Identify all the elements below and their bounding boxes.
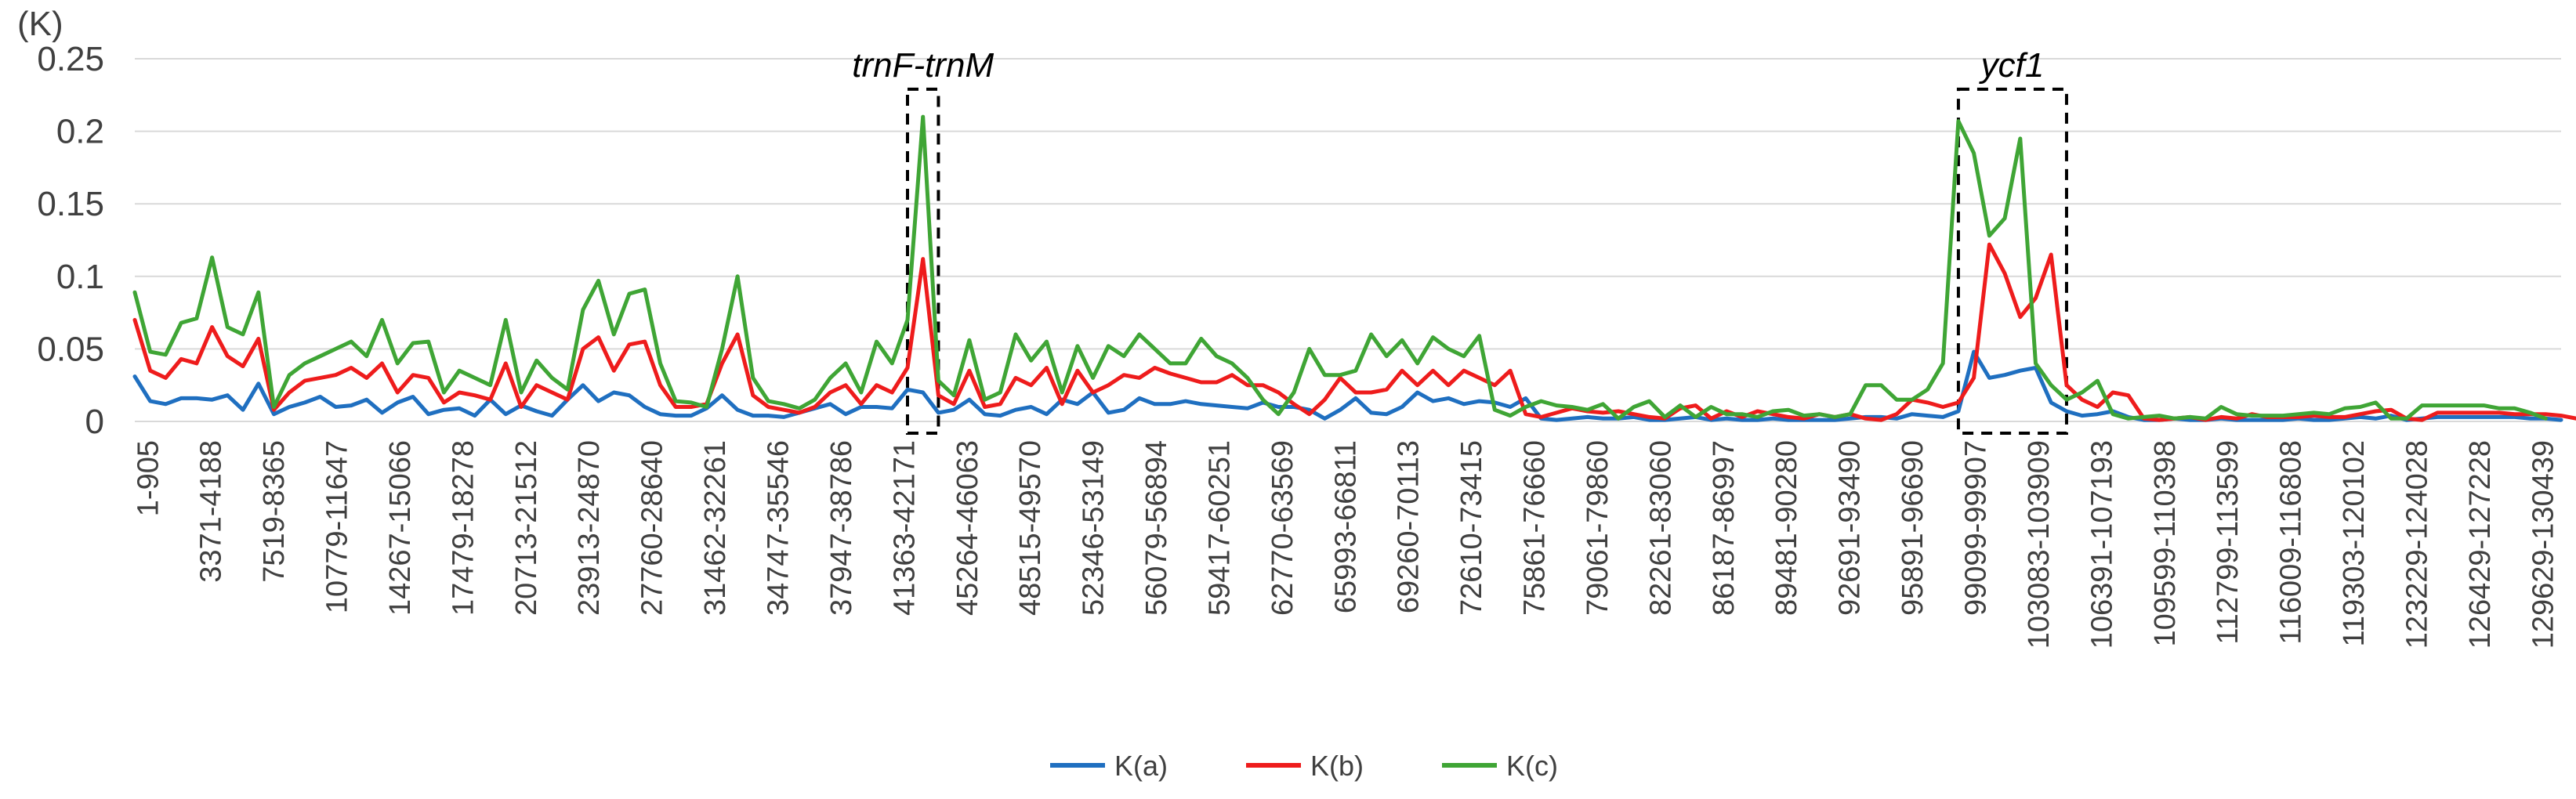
y-tick-label: 0 (85, 403, 104, 441)
x-tick-label: 31462-32261 (699, 440, 732, 616)
x-tick-label: 86187-86997 (1708, 440, 1741, 616)
x-tick-label: 17479-18278 (447, 440, 480, 616)
x-tick-label: 14267-15066 (384, 440, 417, 616)
y-tick-label: 0.2 (56, 113, 104, 151)
x-tick-label: 95891-96690 (1897, 440, 1929, 616)
x-tick-label: 41363-42171 (888, 440, 921, 616)
x-tick-label: 23913-24870 (573, 440, 606, 616)
legend-label: K(a) (1114, 750, 1168, 782)
x-tick-label: 109599-110398 (2149, 440, 2182, 646)
x-tick-label: 3371-4188 (195, 440, 228, 583)
x-tick-label: 112799-113599 (2212, 440, 2244, 645)
x-tick-label: 1-905 (132, 440, 165, 516)
y-tick-label: 0.15 (37, 185, 104, 223)
x-tick-label: 89481-90280 (1770, 440, 1803, 616)
x-tick-label: 75861-76660 (1519, 440, 1552, 616)
x-tick-label: 103083-103909 (2023, 440, 2056, 649)
x-tick-label: 56079-56894 (1140, 440, 1173, 616)
x-tick-label: 72610-73415 (1455, 440, 1488, 616)
x-tick-label: 45264-46063 (951, 440, 984, 616)
x-tick-label: 59417-60251 (1203, 440, 1236, 616)
x-tick-label: 48515-49570 (1014, 440, 1047, 616)
x-tick-label: 99099-99907 (1960, 440, 1993, 616)
x-tick-label: 10779-11647 (321, 440, 354, 613)
x-tick-label: 123229-124028 (2400, 440, 2433, 649)
x-tick-label: 82261-83060 (1644, 440, 1677, 616)
x-tick-label: 7519-8365 (258, 440, 291, 583)
x-tick-label: 119303-120102 (2338, 440, 2371, 646)
y-tick-label: 0.25 (37, 40, 104, 78)
legend: K(a) K(b) K(c) (1050, 750, 1558, 782)
x-tick-label: 62770-63569 (1266, 440, 1299, 616)
series-lines (132, 114, 2576, 422)
annotation-label: ycf1 (1979, 46, 2045, 85)
x-tick-label: 92691-93490 (1834, 440, 1867, 616)
gridlines (135, 58, 2561, 422)
y-tick-label: 0.1 (56, 258, 104, 296)
x-tick-label: 126429-127228 (2464, 440, 2497, 649)
x-tick-label: 69260-70113 (1393, 440, 1426, 613)
x-tick-label: 34747-35546 (763, 440, 795, 616)
x-tick-label: 116009-116808 (2275, 440, 2308, 645)
legend-label: K(b) (1310, 750, 1364, 782)
x-tick-label: 52346-53149 (1078, 440, 1110, 616)
x-tick-label: 37947-38786 (825, 440, 858, 616)
x-tick-label: 106391-107193 (2085, 440, 2118, 649)
legend-label: K(c) (1506, 750, 1558, 782)
y-axis-ticks: 0 0.05 0.1 0.15 0.2 0.25 (37, 40, 104, 441)
x-tick-label: 27760-28640 (636, 440, 669, 616)
x-tick-label: 20713-21512 (510, 440, 543, 616)
x-tick-label: 129629-130439 (2527, 440, 2560, 649)
annotation-label: trnF-trnM (852, 46, 994, 85)
x-axis-ticks: 1-905 3371-4188 7519-8365 10779-11647 14267-… (132, 440, 2560, 649)
y-tick-label: 0.05 (37, 330, 104, 368)
series-line-kc (132, 114, 2548, 421)
x-tick-label: 65993-66811 (1329, 440, 1362, 613)
annotation-boxes: trnF-trnM ycf1 (852, 46, 2068, 435)
y-axis-unit-label: (K) (17, 5, 63, 43)
x-tick-label: 79061-79860 (1581, 440, 1614, 616)
